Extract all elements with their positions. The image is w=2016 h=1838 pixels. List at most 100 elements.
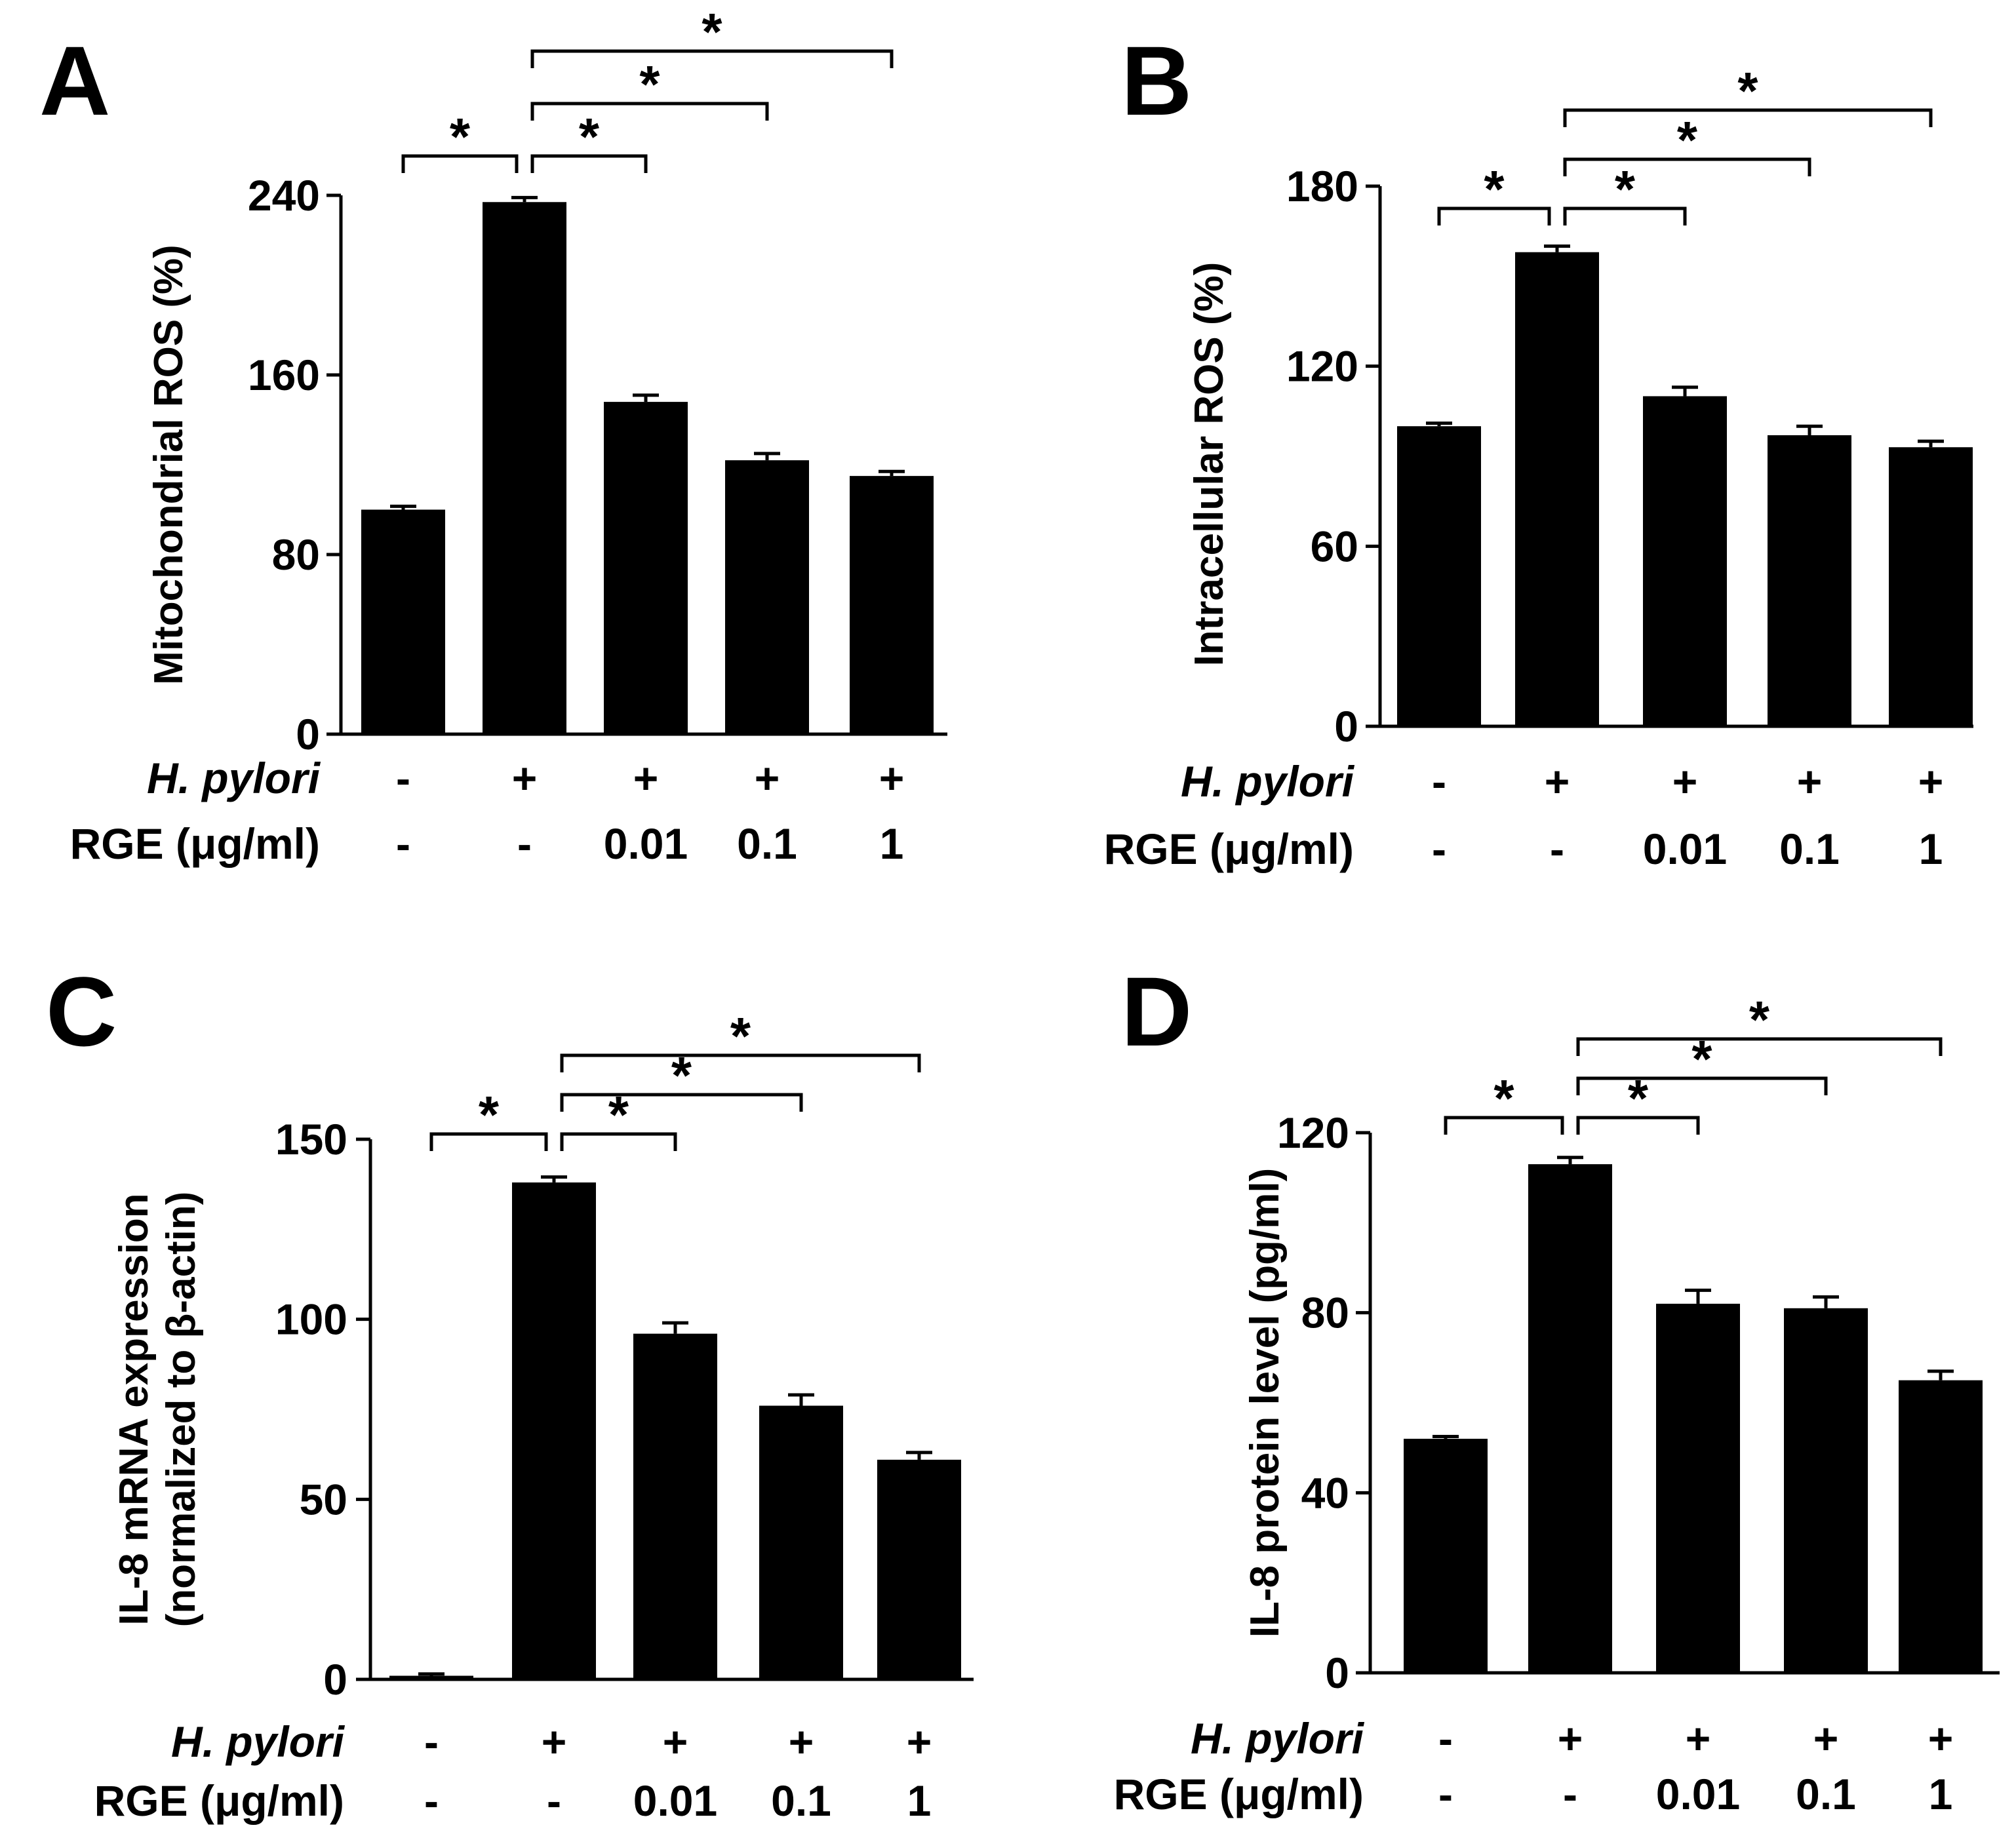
rge-dose-condition: 0.01 [633, 1776, 717, 1825]
h-pylori-condition: + [1672, 757, 1698, 806]
h-pylori-condition: + [1558, 1714, 1583, 1763]
significance-star: * [1677, 111, 1698, 169]
rge-dose-condition: 0.1 [1796, 1770, 1856, 1818]
bar-4 [1784, 1308, 1868, 1673]
rge-dose-condition: - [547, 1776, 561, 1825]
y-tick-label: 160 [248, 351, 320, 399]
bar-4 [759, 1405, 843, 1679]
significance-star: * [1493, 1069, 1514, 1127]
bar-3 [1656, 1303, 1740, 1673]
y-tick-label: 0 [1325, 1649, 1349, 1697]
bar-5 [877, 1459, 961, 1679]
significance-bracket [401, 154, 519, 173]
significance-bracket [1563, 206, 1687, 225]
significance-bracket [429, 1132, 548, 1151]
rge-dose-condition: - [424, 1776, 439, 1825]
y-tick-label: 240 [248, 171, 320, 220]
rge-dose-condition: 1 [1929, 1770, 1953, 1818]
h-pylori-condition: - [396, 754, 410, 802]
significance-bracket [530, 49, 894, 68]
panel-letter: D [1121, 956, 1192, 1066]
row-label-h-pylori: H. pylori [1191, 1714, 1365, 1763]
rge-dose-condition: 0.1 [737, 819, 797, 868]
panel-letter: A [39, 26, 110, 136]
panel-letter: C [46, 956, 117, 1066]
significance-bracket [560, 1053, 921, 1072]
h-pylori-condition: + [633, 754, 659, 802]
significance-bracket [560, 1093, 803, 1112]
y-tick-label: 0 [296, 710, 320, 758]
h-pylori-condition: + [663, 1717, 688, 1766]
significance-star: * [1484, 160, 1505, 218]
y-tick-label: 80 [1301, 1289, 1349, 1337]
y-tick-label: 50 [300, 1475, 347, 1523]
y-axis-label: IL-8 mRNA expression(normalized to β-act… [111, 1192, 204, 1628]
y-tick-label: 120 [1286, 342, 1358, 391]
significance-star: * [730, 1007, 751, 1065]
h-pylori-condition: + [879, 754, 905, 802]
rge-dose-condition: - [1563, 1770, 1577, 1818]
rge-dose-condition: - [1550, 825, 1564, 873]
row-label-h-pylori: H. pylori [147, 754, 321, 802]
row-label-h-pylori: H. pylori [171, 1717, 346, 1766]
h-pylori-condition: + [1918, 757, 1944, 806]
y-axis-label-line: Intracellular ROS (%) [1187, 262, 1232, 667]
rge-dose-condition: - [517, 819, 532, 868]
significance-star: * [579, 108, 600, 166]
significance-bracket [560, 1132, 677, 1151]
h-pylori-condition: + [755, 754, 780, 802]
bar-5 [1889, 447, 1973, 726]
rge-dose-condition: 0.1 [1779, 825, 1840, 873]
y-tick-label: 180 [1286, 162, 1358, 210]
rge-dose-condition: 0.1 [771, 1776, 831, 1825]
y-axis-label-line: Mitochondrial ROS (%) [146, 244, 191, 685]
significance-star: * [702, 3, 722, 61]
significance-bracket [1576, 1076, 1828, 1095]
significance-star: * [1749, 990, 1770, 1049]
row-label-rge: RGE (μg/ml) [94, 1776, 344, 1825]
significance-star: * [1615, 160, 1636, 218]
y-axis-label: IL-8 protein level (pg/ml) [1242, 1168, 1288, 1638]
bar-2 [1515, 252, 1599, 726]
h-pylori-condition: + [512, 754, 538, 802]
bar-5 [850, 476, 934, 734]
rge-dose-condition: 0.01 [604, 819, 688, 868]
y-axis-label: Intracellular ROS (%) [1187, 262, 1232, 667]
h-pylori-condition: - [1432, 757, 1446, 806]
h-pylori-condition: + [1797, 757, 1823, 806]
bar-3 [1643, 396, 1727, 726]
row-label-h-pylori: H. pylori [1181, 757, 1355, 806]
rge-dose-condition: 1 [907, 1776, 932, 1825]
h-pylori-condition: + [1928, 1714, 1954, 1763]
panel-b: B Intracellular ROS (%) 0 60 120 180 * * * * H. py… [1104, 26, 1973, 873]
significance-bracket [530, 102, 769, 121]
significance-bracket [530, 154, 648, 173]
y-tick-label: 0 [1334, 702, 1358, 751]
h-pylori-condition: + [542, 1717, 567, 1766]
y-tick-label: 40 [1301, 1468, 1349, 1517]
rge-dose-condition: 0.01 [1656, 1770, 1740, 1818]
h-pylori-condition: - [1438, 1714, 1453, 1763]
y-axis-label-line: IL-8 protein level (pg/ml) [1242, 1168, 1288, 1638]
bar-2 [1528, 1164, 1612, 1673]
y-tick-label: 60 [1311, 522, 1358, 570]
significance-bracket [1563, 108, 1933, 127]
significance-star: * [1737, 62, 1758, 120]
significance-bracket [1576, 1037, 1943, 1056]
bar-1 [1404, 1438, 1488, 1673]
row-label-rge: RGE (μg/ml) [1114, 1770, 1364, 1818]
bar-5 [1899, 1380, 1983, 1673]
y-tick-label: 120 [1277, 1108, 1349, 1157]
significance-star: * [639, 55, 660, 113]
panel-letter: B [1121, 26, 1192, 136]
rge-dose-condition: - [396, 819, 410, 868]
rge-dose-condition: - [1432, 825, 1446, 873]
h-pylori-condition: + [1813, 1714, 1839, 1763]
h-pylori-condition: + [907, 1717, 932, 1766]
bar-1 [1397, 426, 1481, 726]
y-axis-label-line: (normalized to β-actin) [159, 1192, 204, 1628]
significance-bracket [1576, 1116, 1700, 1135]
significance-star: * [450, 108, 471, 166]
